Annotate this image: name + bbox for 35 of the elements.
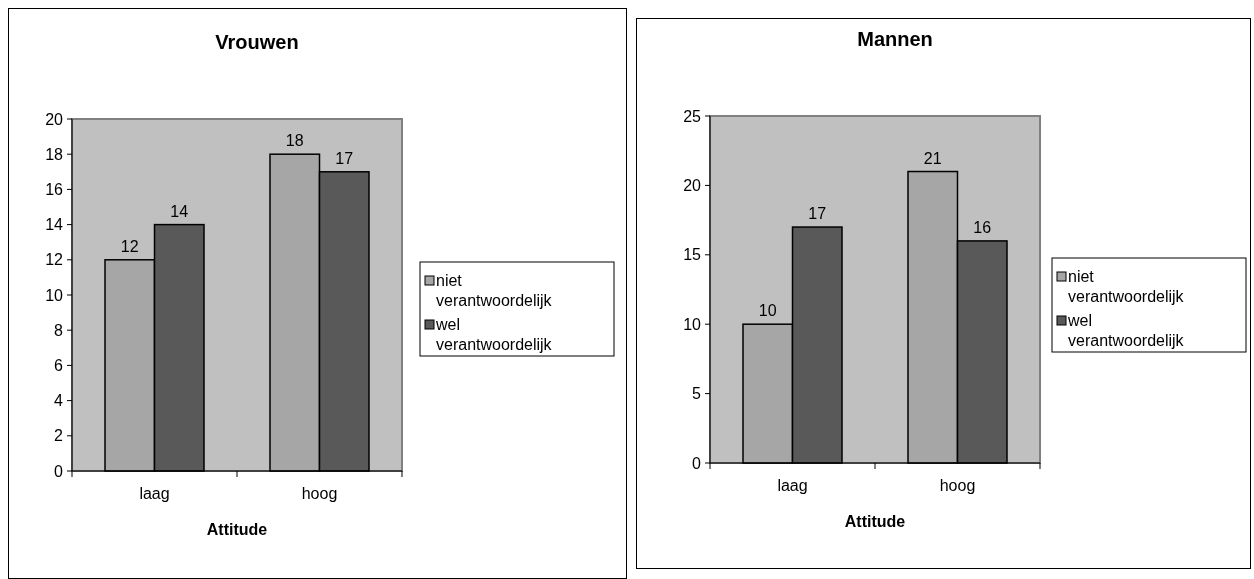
- y-tick-label: 16: [45, 181, 64, 198]
- y-tick-label: 25: [683, 107, 702, 125]
- y-tick-label: 15: [683, 246, 702, 264]
- x-tick-label: laag: [139, 485, 170, 502]
- data-label: 17: [808, 205, 827, 223]
- data-label: 12: [120, 237, 139, 255]
- y-tick-label: 10: [683, 315, 702, 333]
- data-label: 16: [973, 218, 992, 236]
- x-tick-label: hoog: [301, 485, 338, 502]
- data-label: 14: [170, 202, 189, 220]
- y-tick-label: 2: [54, 427, 64, 445]
- x-tick-label: laag: [777, 477, 808, 494]
- chart-title: Mannen: [857, 28, 933, 50]
- y-tick-label: 4: [54, 392, 64, 410]
- data-label: 17: [335, 149, 354, 167]
- legend-label: wel verantwoordelijk: [1067, 312, 1185, 349]
- y-tick-label: 6: [54, 357, 64, 374]
- y-tick-label: 0: [54, 462, 64, 480]
- y-tick-label: 10: [45, 286, 64, 304]
- y-tick-label: 20: [45, 110, 64, 128]
- data-label: 21: [923, 149, 942, 167]
- x-tick-label: hoog: [939, 477, 976, 494]
- x-axis-title: Attitude: [844, 513, 906, 530]
- y-tick-label: 18: [45, 145, 64, 163]
- y-tick-label: 14: [45, 216, 64, 234]
- chart-title: Vrouwen: [215, 31, 299, 53]
- legend-label: wel verantwoordelijk: [435, 316, 553, 353]
- y-tick-label: 8: [54, 321, 64, 339]
- y-tick-label: 0: [692, 454, 702, 472]
- y-tick-label: 12: [45, 251, 64, 269]
- data-label: 10: [758, 302, 777, 320]
- y-tick-label: 20: [683, 177, 702, 194]
- data-label: 18: [285, 132, 304, 150]
- x-axis-title: Attitude: [206, 521, 268, 538]
- y-tick-label: 5: [692, 385, 702, 403]
